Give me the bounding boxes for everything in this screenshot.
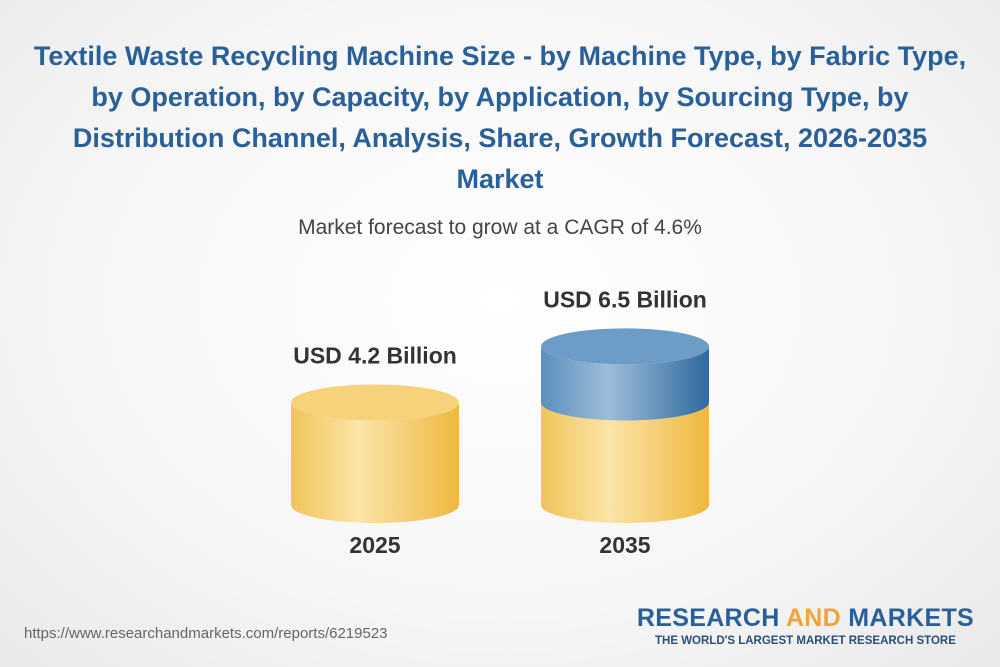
source-url: https://www.researchandmarkets.com/repor… [24,625,388,642]
logo-tagline: THE WORLD'S LARGEST MARKET RESEARCH STOR… [655,635,956,647]
logo-word: AND [785,604,842,632]
logo-name: RESEARCH AND MARKETS [637,604,974,633]
value-label: USD 4.2 Billion [293,343,457,369]
chart-subtitle: Market forecast to grow at a CAGR of 4.6… [298,216,702,239]
cylinder-body [291,402,459,523]
cylinder-body [541,346,709,421]
cylinder-body [541,402,709,523]
logo-word: MARKETS [848,604,974,632]
chart-title: Textile Waste Recycling Machine Size - b… [33,41,967,194]
x-tick-label: 2035 [599,532,650,558]
cylinder-top [541,328,709,365]
x-tick-label: 2025 [349,532,400,558]
cylinder-top [291,384,459,421]
logo-word: RESEARCH [636,604,780,632]
logo: RESEARCH AND MARKETS THE WORLD'S LARGEST… [637,604,974,647]
value-label: USD 6.5 Billion [543,286,707,312]
